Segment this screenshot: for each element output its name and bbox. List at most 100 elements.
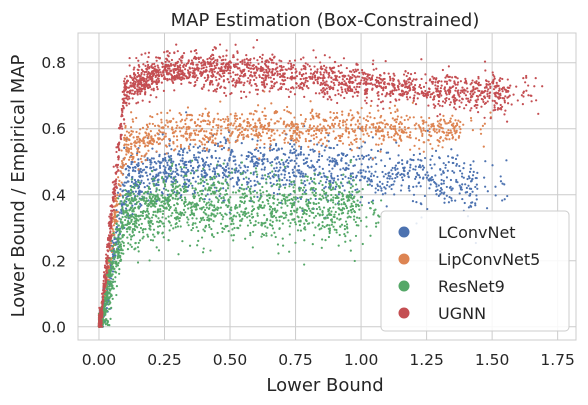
scatter-point: [217, 118, 220, 121]
scatter-point: [359, 201, 362, 204]
scatter-point: [362, 133, 365, 136]
scatter-point: [243, 196, 246, 199]
scatter-point: [440, 188, 443, 191]
scatter-point: [355, 140, 358, 143]
scatter-point: [277, 170, 280, 173]
scatter-point: [274, 144, 278, 147]
scatter-point: [314, 214, 318, 218]
scatter-point: [343, 228, 347, 231]
scatter-point: [372, 122, 375, 126]
scatter-point: [337, 200, 341, 203]
scatter-point: [352, 155, 355, 158]
scatter-point: [106, 281, 109, 284]
scatter-point: [365, 225, 368, 228]
scatter-point: [419, 159, 422, 162]
scatter-point: [314, 92, 318, 95]
scatter-point: [277, 174, 280, 177]
scatter-point: [396, 161, 400, 165]
scatter-point: [302, 77, 305, 80]
scatter-point: [444, 122, 447, 125]
scatter-point: [122, 189, 125, 192]
scatter-point: [366, 183, 370, 186]
scatter-point: [143, 217, 146, 220]
scatter-point: [298, 223, 301, 227]
scatter-point: [349, 124, 352, 127]
scatter-point: [153, 235, 156, 238]
scatter-point: [132, 208, 135, 211]
scatter-point: [119, 218, 123, 221]
scatter-point: [136, 138, 139, 141]
scatter-point: [180, 168, 183, 171]
scatter-point: [122, 210, 125, 214]
scatter-point: [127, 158, 131, 161]
scatter-point: [213, 209, 216, 212]
scatter-point: [399, 189, 403, 192]
scatter-point: [208, 204, 211, 207]
scatter-point: [430, 179, 433, 182]
scatter-point: [164, 175, 167, 178]
scatter-point: [165, 178, 168, 182]
scatter-point: [123, 181, 126, 184]
scatter-point: [164, 132, 167, 135]
scatter-point: [422, 119, 425, 122]
scatter-point: [165, 152, 168, 155]
scatter-point: [240, 183, 244, 186]
scatter-point: [352, 200, 355, 203]
scatter-point: [324, 181, 328, 184]
scatter-point: [117, 253, 120, 256]
scatter-point: [188, 149, 191, 152]
scatter-point: [319, 180, 322, 183]
scatter-point: [442, 114, 445, 117]
scatter-point: [230, 223, 233, 226]
scatter-point: [231, 176, 234, 180]
scatter-point: [377, 143, 380, 146]
scatter-point: [176, 211, 179, 214]
scatter-point: [204, 187, 207, 190]
scatter-point: [186, 221, 189, 224]
scatter-point: [238, 203, 241, 207]
scatter-point: [407, 126, 410, 130]
scatter-point: [223, 136, 226, 139]
scatter-point: [127, 148, 130, 152]
scatter-point: [425, 176, 429, 179]
scatter-point: [363, 141, 367, 144]
scatter-point: [137, 172, 141, 175]
scatter-point: [471, 190, 474, 193]
scatter-point: [415, 122, 418, 125]
scatter-point: [393, 134, 396, 137]
scatter-point: [153, 177, 156, 180]
scatter-point: [336, 89, 339, 92]
scatter-point: [305, 203, 308, 206]
scatter-point: [212, 167, 215, 170]
scatter-point: [241, 213, 245, 216]
scatter-point: [200, 219, 203, 222]
scatter-point: [168, 60, 171, 63]
scatter-point: [339, 217, 342, 221]
scatter-point: [183, 174, 186, 177]
scatter-point: [215, 166, 218, 169]
scatter-point: [341, 121, 345, 124]
scatter-point: [126, 236, 129, 239]
scatter-point: [387, 174, 390, 177]
scatter-point: [302, 56, 305, 59]
scatter-point: [475, 176, 478, 180]
scatter-point: [256, 164, 259, 167]
scatter-point: [442, 131, 446, 134]
scatter-point: [450, 189, 453, 192]
scatter-point: [351, 114, 354, 117]
scatter-point: [186, 178, 189, 181]
scatter-point: [189, 182, 192, 185]
scatter-point: [137, 200, 140, 203]
scatter-point: [149, 191, 152, 194]
scatter-point: [201, 251, 205, 254]
scatter-point: [113, 236, 116, 239]
scatter-point: [367, 154, 370, 157]
scatter-point: [246, 117, 249, 121]
scatter-point: [302, 172, 305, 175]
scatter-point: [145, 216, 148, 219]
scatter-point: [110, 284, 113, 287]
scatter-point: [515, 85, 518, 88]
scatter-point: [284, 199, 287, 202]
scatter-point: [269, 205, 273, 209]
scatter-point: [321, 195, 324, 198]
